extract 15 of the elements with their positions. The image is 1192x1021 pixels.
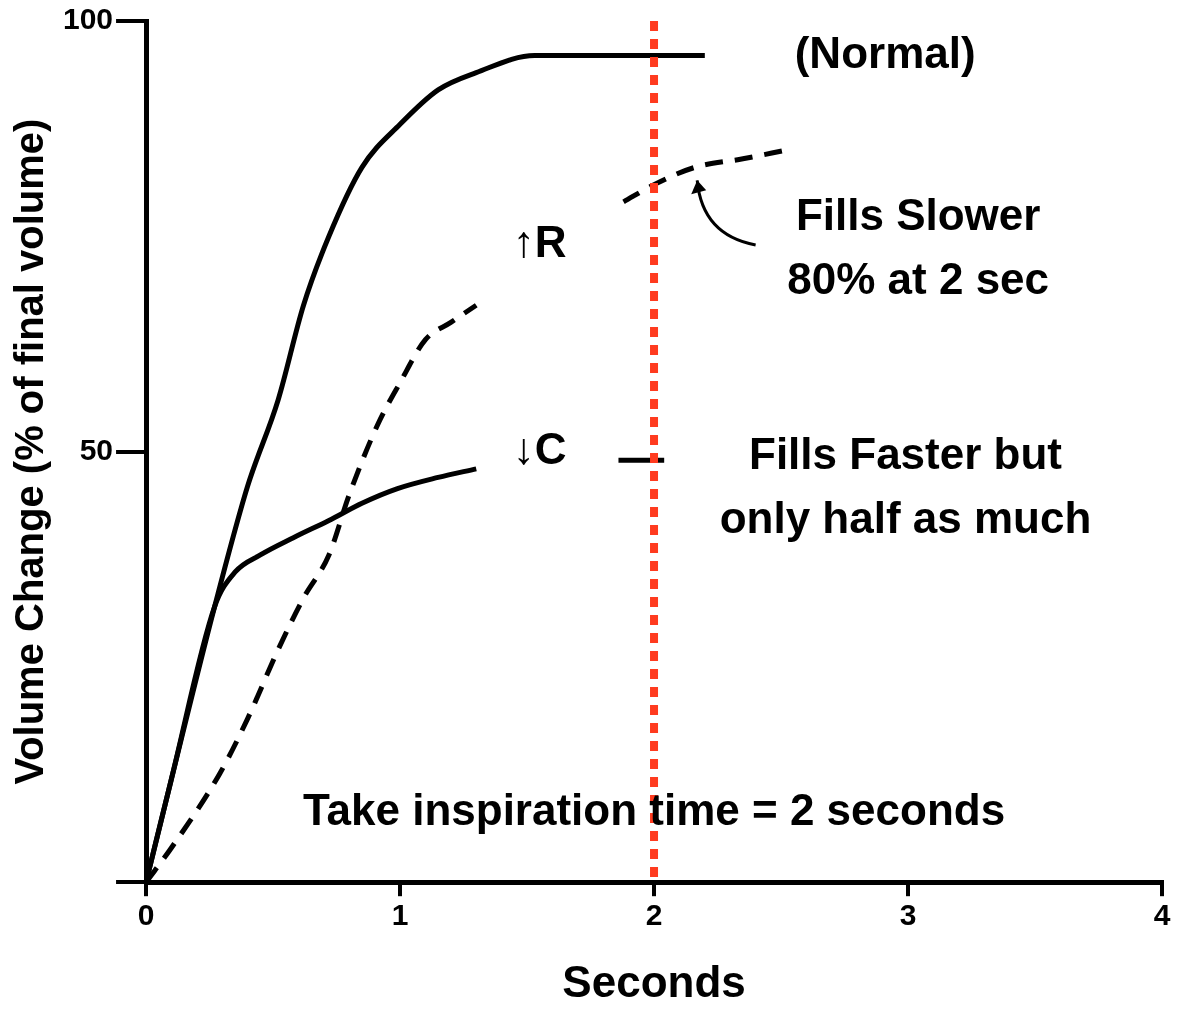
y-tick-label: 100 xyxy=(62,2,114,36)
y-tick-label: 50 xyxy=(79,432,114,466)
x-tick-label: 0 xyxy=(137,898,155,932)
annotation: ↑R xyxy=(512,217,567,267)
x-tick-label: 4 xyxy=(1153,898,1171,932)
x-tick-label: 3 xyxy=(899,898,917,932)
annotation: (Normal) xyxy=(794,27,976,77)
annotation: Take inspiration time = 2 seconds xyxy=(302,785,1006,835)
annotation: Fills Faster but only half as much xyxy=(719,428,1092,542)
x-axis-title: Seconds xyxy=(562,956,746,1006)
x-tick-label: 1 xyxy=(391,898,409,932)
x-tick-label: 2 xyxy=(645,898,663,932)
annotation: Fills Slower 80% at 2 sec xyxy=(787,190,1050,304)
y-axis-title: Volume Change (% of final volume) xyxy=(7,118,52,785)
annotation: ↓C xyxy=(512,423,567,473)
